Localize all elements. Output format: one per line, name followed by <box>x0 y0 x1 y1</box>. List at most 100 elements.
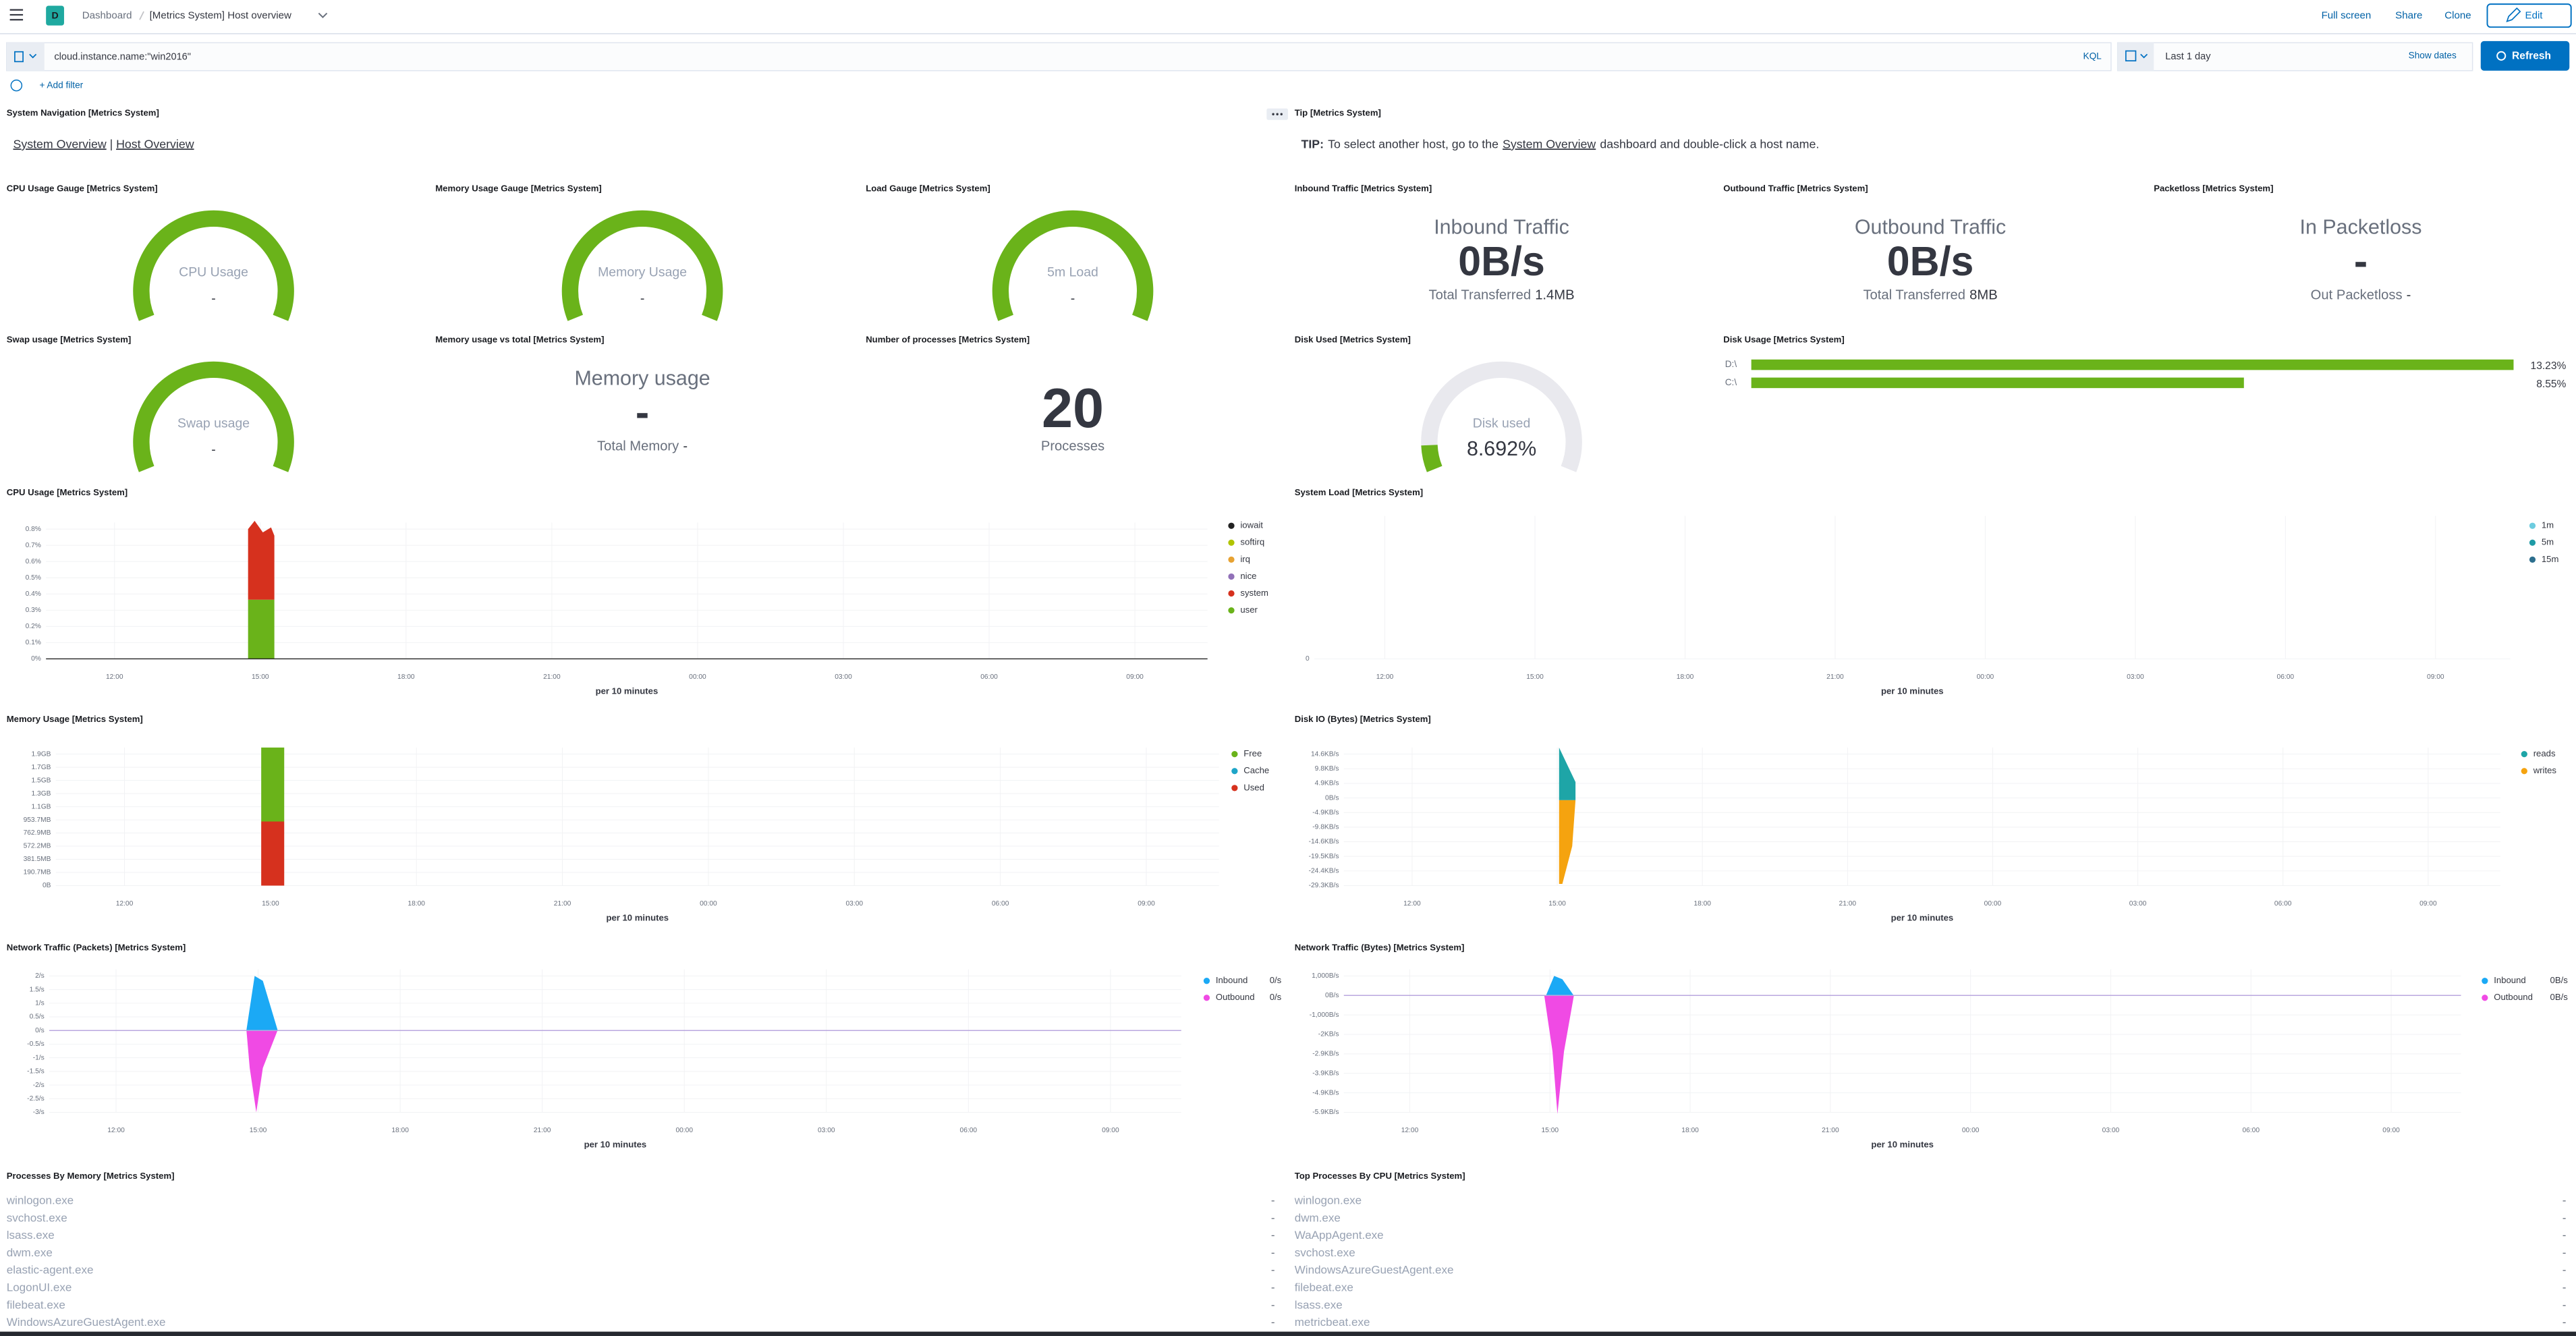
legend-dot[interactable] <box>1228 556 1235 563</box>
metric-value: 20 <box>1042 377 1104 439</box>
metric-sub-label: Total Transferred <box>1429 288 1532 303</box>
nav-link[interactable]: System Overview <box>13 137 106 150</box>
x-tick-label: 18:00 <box>1681 1127 1699 1134</box>
legend-label[interactable]: Cache <box>1243 765 1269 775</box>
x-tick-label: 03:00 <box>845 900 863 908</box>
y-tick-label: -3.9KB/s <box>1312 1069 1339 1077</box>
x-tick-label: 09:00 <box>2382 1127 2400 1134</box>
legend-label[interactable]: irq <box>1240 554 1250 564</box>
panel-title: Disk Usage [Metrics System] <box>1723 335 1844 345</box>
legend-label[interactable]: nice <box>1240 571 1256 581</box>
legend-dot[interactable] <box>2529 556 2536 563</box>
panel-title: Memory usage vs total [Metrics System] <box>435 335 604 345</box>
table-cell: - <box>2563 1229 2567 1242</box>
legend-dot[interactable] <box>2521 751 2527 758</box>
refresh-label[interactable]: Refresh <box>2512 51 2551 62</box>
tip-lead: TIP: <box>1301 137 1324 150</box>
legend-label[interactable]: 1m <box>2542 520 2554 530</box>
table-cell: - <box>2563 1194 2567 1206</box>
legend-dot[interactable] <box>1228 539 1235 546</box>
breadcrumb[interactable]: Dashboard <box>82 10 132 22</box>
refresh-button[interactable] <box>2480 40 2570 71</box>
y-tick-label: 572.2MB <box>24 843 51 850</box>
gauge-fill <box>1421 444 1443 472</box>
legend-label[interactable]: Inbound <box>2494 975 2525 985</box>
legend-dot[interactable] <box>1228 607 1235 614</box>
legend-dot[interactable] <box>1203 978 1210 984</box>
legend-label[interactable]: system <box>1240 588 1268 598</box>
legend-dot[interactable] <box>2521 768 2527 775</box>
legend-dot[interactable] <box>1231 785 1238 791</box>
nav-separator: | <box>110 137 113 150</box>
legend-dot[interactable] <box>1228 590 1235 597</box>
x-tick-label: 12:00 <box>1376 673 1394 681</box>
add-filter[interactable]: + Add filter <box>39 80 83 90</box>
metric-sub-label: Out Packetloss <box>2311 288 2403 303</box>
header-action[interactable]: Full screen <box>2322 10 2372 22</box>
y-tick-label: -2.5/s <box>27 1095 45 1103</box>
x-tick-label: 03:00 <box>2129 900 2147 908</box>
legend-label[interactable]: 15m <box>2542 554 2559 564</box>
gauge-label: Swap usage <box>177 416 250 430</box>
y-tick-label: 9.8KB/s <box>1315 765 1339 773</box>
legend-label[interactable]: reads <box>2533 748 2556 758</box>
legend-dot[interactable] <box>2529 539 2536 546</box>
legend-label[interactable]: user <box>1240 605 1258 615</box>
metric-sub-label: Processes <box>1041 439 1104 454</box>
legend-label[interactable]: Outbound <box>2494 992 2533 1002</box>
legend-dot[interactable] <box>1231 768 1238 775</box>
title-chevron[interactable] <box>318 12 328 18</box>
x-tick-label: 21:00 <box>543 673 561 681</box>
legend-label[interactable]: writes <box>2533 765 2557 775</box>
legend-dot[interactable] <box>1228 573 1235 580</box>
x-tick-label: 00:00 <box>1984 900 2002 908</box>
legend-dot[interactable] <box>1203 995 1210 1001</box>
y-tick-label: 1.9GB <box>31 750 51 758</box>
legend-label[interactable]: Free <box>1243 748 1262 758</box>
panel-title: Load Gauge [Metrics System] <box>866 184 990 194</box>
edit-label[interactable]: Edit <box>2525 10 2544 22</box>
legend-label[interactable]: Used <box>1243 782 1264 792</box>
legend-label[interactable]: iowait <box>1240 520 1263 530</box>
x-tick-label: 03:00 <box>818 1127 835 1134</box>
x-tick-label: 00:00 <box>700 900 717 908</box>
series-area <box>1546 976 1574 996</box>
legend-label[interactable]: Inbound <box>1216 975 1248 985</box>
legend-dot[interactable] <box>1228 522 1235 529</box>
legend-dot[interactable] <box>2482 978 2488 984</box>
query-language[interactable]: KQL <box>2083 51 2102 61</box>
bar-label: C:\ <box>1725 377 1737 387</box>
panel-title: CPU Usage Gauge [Metrics System] <box>7 184 158 194</box>
legend-label[interactable]: Outbound <box>1216 992 1255 1002</box>
saved-query-button[interactable] <box>6 43 45 71</box>
nav-link[interactable]: Host Overview <box>116 137 194 150</box>
legend-dot[interactable] <box>2529 522 2536 529</box>
x-tick-label: 06:00 <box>960 1127 978 1134</box>
tip-link[interactable]: System Overview <box>1503 137 1596 150</box>
legend-dot[interactable] <box>1231 751 1238 758</box>
metric-subtitle: Total Memory - <box>597 439 688 454</box>
x-tick-label: 18:00 <box>397 673 415 681</box>
y-tick-label: 1/s <box>35 1000 45 1007</box>
header-action[interactable]: Share <box>2395 10 2422 22</box>
filter-icon[interactable] <box>10 79 23 92</box>
x-tick-label: 18:00 <box>408 900 425 908</box>
table-cell: WaAppAgent.exe <box>1295 1229 1384 1242</box>
bottom-bar <box>0 1331 2576 1336</box>
panel-title: Memory Usage [Metrics System] <box>7 714 143 724</box>
query-text[interactable]: cloud.instance.name:"win2016" <box>54 51 191 62</box>
panel-title: Disk Used [Metrics System] <box>1295 335 1411 345</box>
time-range[interactable]: Last 1 day <box>2165 51 2211 62</box>
header-action[interactable]: Clone <box>2444 10 2471 22</box>
x-tick-label: 09:00 <box>1126 673 1144 681</box>
legend-dot[interactable] <box>2482 995 2488 1001</box>
x-tick-label: 00:00 <box>1962 1127 1980 1134</box>
x-tick-label: 12:00 <box>106 673 123 681</box>
show-dates[interactable]: Show dates <box>2409 50 2457 60</box>
y-tick-label: 1.5/s <box>30 986 45 993</box>
legend-label[interactable]: softirq <box>1240 537 1264 547</box>
gauge-track <box>1421 361 1582 472</box>
gauge-value: - <box>211 442 215 457</box>
legend-label[interactable]: 5m <box>2542 537 2554 547</box>
y-tick-label: -4.9KB/s <box>1312 1089 1339 1096</box>
